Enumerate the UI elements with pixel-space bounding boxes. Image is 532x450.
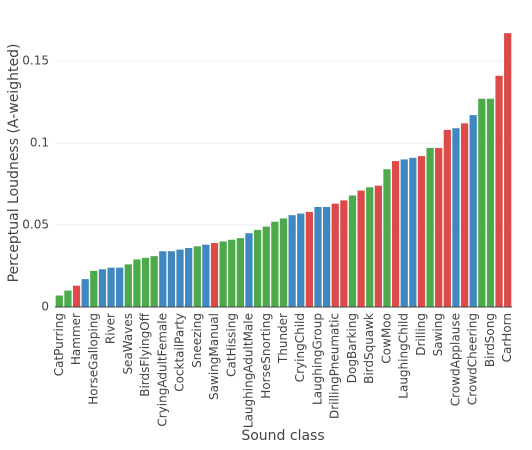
x-tick-label: Sneezing	[190, 313, 204, 368]
x-tick-label: CocktailParty	[173, 313, 187, 392]
bar	[185, 247, 193, 307]
bar	[357, 190, 365, 307]
bar	[495, 75, 503, 307]
bar	[426, 147, 434, 307]
bar	[167, 251, 176, 307]
bar	[202, 244, 210, 307]
bar	[366, 187, 374, 307]
bar	[305, 211, 313, 307]
bar	[210, 243, 219, 307]
bar	[219, 241, 227, 307]
bar	[98, 269, 107, 307]
x-tick-label: DrillingPneumatic	[328, 313, 342, 419]
x-tick-label: HorseSnorting	[259, 313, 273, 399]
x-tick-label: CowMoo	[379, 313, 393, 364]
bar	[72, 285, 81, 307]
x-tick-label: CrowdApplause	[448, 313, 462, 406]
bar	[314, 206, 322, 307]
x-tick-label: LaughingGroup	[310, 313, 324, 405]
x-tick-label: BirdSong	[483, 313, 497, 367]
bar	[176, 249, 184, 307]
bar	[486, 98, 495, 307]
bar	[400, 159, 408, 307]
y-tick-label: 0.1	[30, 136, 49, 150]
bar	[348, 195, 357, 307]
y-tick-label: 0	[41, 300, 49, 314]
y-tick-label: 0.15	[22, 54, 49, 68]
bar	[262, 226, 270, 307]
bar	[228, 239, 236, 307]
bar	[435, 147, 443, 307]
bar	[443, 129, 451, 307]
x-tick-label: CrowdCheering	[466, 313, 480, 405]
x-tick-label: CarHorn	[500, 313, 514, 362]
bar	[460, 123, 469, 307]
bar	[90, 270, 98, 307]
y-tick-label: 0.05	[22, 218, 49, 232]
bar	[469, 115, 477, 308]
bar	[81, 279, 89, 307]
bar	[340, 200, 348, 307]
x-tick-label: CryingAdultFemale	[155, 313, 169, 427]
bar	[116, 267, 124, 307]
x-tick-label: LaughingAdultMale	[242, 313, 256, 428]
x-tick-label: HorseGalloping	[86, 313, 100, 405]
bar	[504, 33, 512, 308]
bar	[141, 257, 150, 307]
x-tick-label: BirdsFlyingOff	[138, 312, 152, 396]
bar	[409, 157, 417, 307]
x-tick-label: SawingManual	[207, 313, 221, 400]
x-tick-label: LaughingChild	[397, 313, 411, 399]
bar	[124, 264, 132, 307]
x-tick-label: BirdSquawk	[362, 313, 376, 384]
x-tick-label: River	[104, 313, 118, 344]
x-tick-label: Drilling	[414, 313, 428, 356]
x-tick-label: Thunder	[276, 313, 290, 364]
bar	[64, 290, 72, 307]
x-tick-label: CatHissing	[224, 313, 238, 377]
bar	[236, 238, 245, 307]
bar	[478, 98, 486, 307]
x-axis-title: Sound class	[241, 428, 324, 444]
x-tick-label: SeaWaves	[121, 313, 135, 375]
bar	[452, 128, 460, 307]
bar	[279, 218, 288, 307]
x-tick-label: CatPurring	[52, 313, 66, 376]
bar	[107, 267, 115, 307]
bar	[288, 215, 296, 307]
bar	[254, 229, 262, 307]
bar	[150, 256, 158, 307]
bar	[417, 156, 426, 307]
bar	[55, 295, 63, 307]
y-axis-title: Perceptual Loudness (A-weighted)	[6, 44, 22, 283]
x-tick-label: DogBarking	[345, 313, 359, 383]
bar	[245, 233, 253, 307]
bar	[297, 213, 305, 307]
x-tick-label: CryingChild	[293, 313, 307, 382]
bar	[133, 259, 141, 307]
bar	[159, 251, 167, 307]
bar	[331, 203, 339, 307]
x-tick-label: Hammer	[69, 313, 83, 365]
bar	[383, 169, 391, 307]
bar	[193, 246, 201, 307]
bar	[322, 206, 331, 307]
bar	[391, 161, 400, 307]
bar	[374, 185, 382, 307]
x-tick-label: Sawing	[431, 313, 445, 356]
bar	[271, 221, 279, 307]
